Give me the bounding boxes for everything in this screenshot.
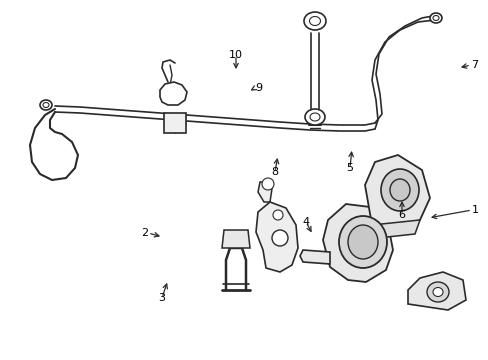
- Text: 6: 6: [398, 210, 405, 220]
- Ellipse shape: [309, 17, 320, 26]
- Polygon shape: [323, 204, 392, 282]
- Polygon shape: [256, 202, 297, 272]
- Text: 8: 8: [271, 167, 278, 177]
- Text: 10: 10: [228, 50, 243, 60]
- Ellipse shape: [426, 282, 448, 302]
- Polygon shape: [163, 113, 185, 133]
- Polygon shape: [222, 230, 249, 248]
- Text: 2: 2: [141, 228, 148, 238]
- Circle shape: [271, 230, 287, 246]
- Ellipse shape: [432, 15, 438, 21]
- Ellipse shape: [309, 113, 319, 121]
- Text: 4: 4: [302, 217, 309, 227]
- Text: 5: 5: [346, 163, 353, 173]
- Ellipse shape: [43, 103, 49, 108]
- Ellipse shape: [429, 13, 441, 23]
- Ellipse shape: [389, 179, 409, 201]
- Text: 1: 1: [471, 205, 478, 215]
- Ellipse shape: [305, 109, 325, 125]
- Ellipse shape: [380, 169, 418, 211]
- Ellipse shape: [40, 100, 52, 110]
- Text: 9: 9: [254, 83, 262, 93]
- Text: 3: 3: [158, 293, 165, 303]
- Text: 7: 7: [470, 60, 477, 70]
- Circle shape: [262, 178, 273, 190]
- Ellipse shape: [338, 216, 386, 268]
- Polygon shape: [299, 250, 329, 264]
- Ellipse shape: [347, 225, 377, 259]
- Polygon shape: [407, 272, 465, 310]
- Polygon shape: [258, 182, 272, 202]
- Ellipse shape: [432, 288, 442, 297]
- Ellipse shape: [304, 12, 325, 30]
- Polygon shape: [364, 155, 429, 230]
- Circle shape: [272, 210, 283, 220]
- Polygon shape: [160, 82, 186, 105]
- Polygon shape: [371, 220, 419, 238]
